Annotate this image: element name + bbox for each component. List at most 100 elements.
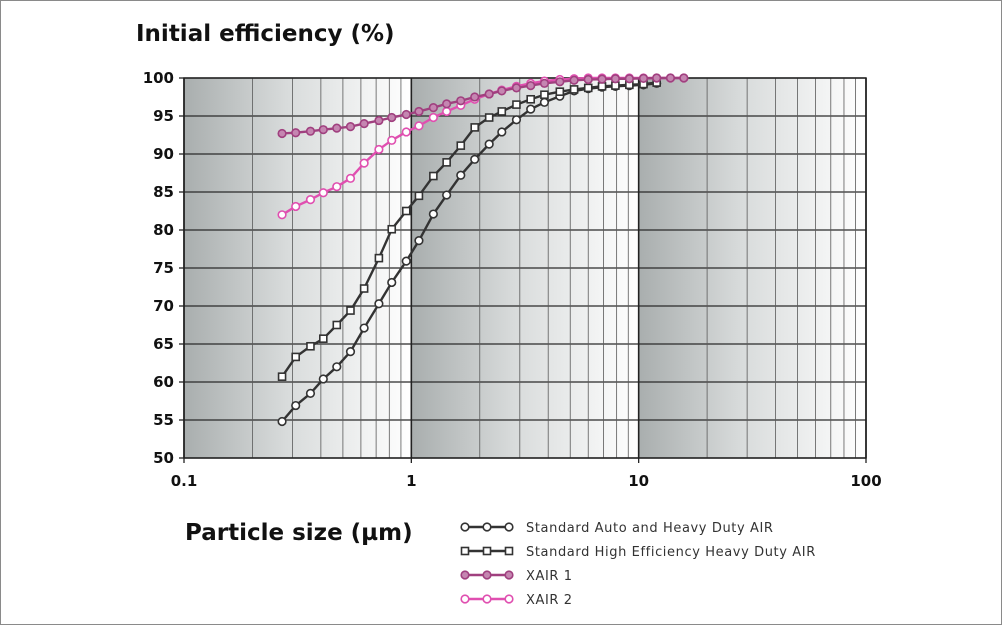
data-point — [540, 90, 549, 100]
data-point — [470, 123, 480, 132]
data-point — [387, 224, 397, 234]
data-point — [511, 115, 522, 125]
data-point — [332, 182, 342, 192]
legend-item: XAIR 2 — [460, 593, 572, 608]
axes — [179, 77, 867, 463]
legend: Standard Auto and Heavy Duty AIR Standard… — [460, 521, 816, 608]
data-point — [359, 118, 369, 129]
legend-item: Standard High Efficiency Heavy Duty AIR — [460, 545, 816, 560]
data-point — [511, 83, 522, 93]
data-point — [512, 100, 521, 109]
y-tick-label: 80 — [153, 221, 174, 239]
data-point — [428, 112, 438, 123]
data-point — [374, 299, 384, 309]
data-point — [374, 144, 384, 155]
data-point — [306, 341, 315, 351]
legend-marker — [504, 522, 514, 532]
data-point — [610, 74, 620, 84]
data-point — [583, 74, 593, 85]
data-point — [332, 362, 342, 372]
x-tick-label: 100 — [850, 472, 881, 490]
data-point — [526, 104, 536, 114]
data-point — [539, 97, 550, 107]
x-tick-labels: 0.1 1 10 100 — [171, 472, 882, 490]
legend-marker — [460, 570, 470, 580]
legend-marker — [504, 546, 514, 556]
legend-marker — [504, 594, 514, 604]
data-point — [484, 89, 494, 99]
data-point — [652, 73, 662, 83]
data-point — [442, 158, 451, 167]
data-point — [374, 253, 384, 263]
data-point — [305, 388, 316, 399]
data-point — [484, 139, 494, 149]
data-point — [332, 320, 342, 330]
data-point — [401, 256, 411, 266]
legend-marker — [504, 570, 514, 580]
series-layer — [277, 73, 689, 427]
legend-label: XAIR 1 — [526, 569, 573, 584]
data-point — [291, 400, 301, 411]
x-tick-label: 1 — [406, 472, 416, 490]
data-point — [401, 127, 411, 137]
legend-marker — [482, 546, 492, 556]
legend-item: Standard Auto and Heavy Duty AIR — [460, 521, 774, 536]
data-point — [456, 141, 466, 150]
legend-label: Standard Auto and Heavy Duty AIR — [526, 521, 774, 536]
y-tick-label: 55 — [153, 411, 174, 429]
data-point — [359, 323, 369, 333]
y-tick-label: 90 — [153, 145, 174, 163]
data-point — [387, 112, 397, 123]
data-point — [345, 173, 356, 183]
data-point — [428, 209, 438, 219]
data-point — [597, 82, 607, 91]
x-axis-title: Particle size (µm) — [185, 520, 413, 546]
legend-marker — [482, 570, 492, 580]
series-3 — [277, 73, 689, 139]
data-point — [291, 201, 301, 212]
y-tick-label: 70 — [153, 297, 174, 315]
data-point — [597, 74, 607, 84]
y-tick-label: 60 — [153, 373, 174, 391]
data-point — [569, 75, 579, 85]
y-tick-label: 95 — [153, 107, 174, 125]
data-point — [414, 121, 424, 131]
data-point — [569, 85, 579, 94]
y-axis-title: Initial efficiency (%) — [136, 21, 395, 47]
data-point — [638, 73, 649, 83]
data-point — [346, 306, 355, 315]
legend-marker — [460, 522, 470, 532]
data-point — [428, 103, 438, 113]
legend-label: Standard High Efficiency Heavy Duty AIR — [526, 545, 816, 560]
data-point — [555, 77, 565, 87]
y-tick-label: 100 — [143, 69, 174, 87]
data-point — [401, 109, 411, 120]
legend-marker — [482, 522, 492, 532]
data-point — [624, 74, 634, 84]
data-point — [539, 78, 550, 88]
data-point — [345, 122, 356, 132]
x-tick-label: 0.1 — [171, 472, 198, 490]
data-point — [318, 374, 328, 384]
data-point — [414, 191, 424, 201]
data-point — [291, 128, 301, 138]
data-point — [318, 188, 328, 198]
data-point — [332, 123, 342, 133]
y-tick-labels: 50 55 60 65 70 75 80 85 90 95 100 — [143, 69, 174, 467]
data-point — [414, 236, 424, 246]
data-point — [319, 334, 328, 343]
data-point — [679, 73, 689, 83]
data-point — [359, 158, 369, 168]
data-point — [497, 127, 507, 137]
data-point — [456, 170, 466, 180]
x-tick-label: 10 — [628, 472, 649, 490]
data-point — [456, 96, 466, 106]
y-tick-label: 65 — [153, 335, 174, 353]
legend-marker — [460, 594, 470, 604]
data-point — [442, 99, 452, 109]
data-point — [277, 210, 287, 220]
data-point — [470, 154, 480, 164]
data-point — [401, 206, 411, 216]
data-point — [387, 277, 397, 288]
